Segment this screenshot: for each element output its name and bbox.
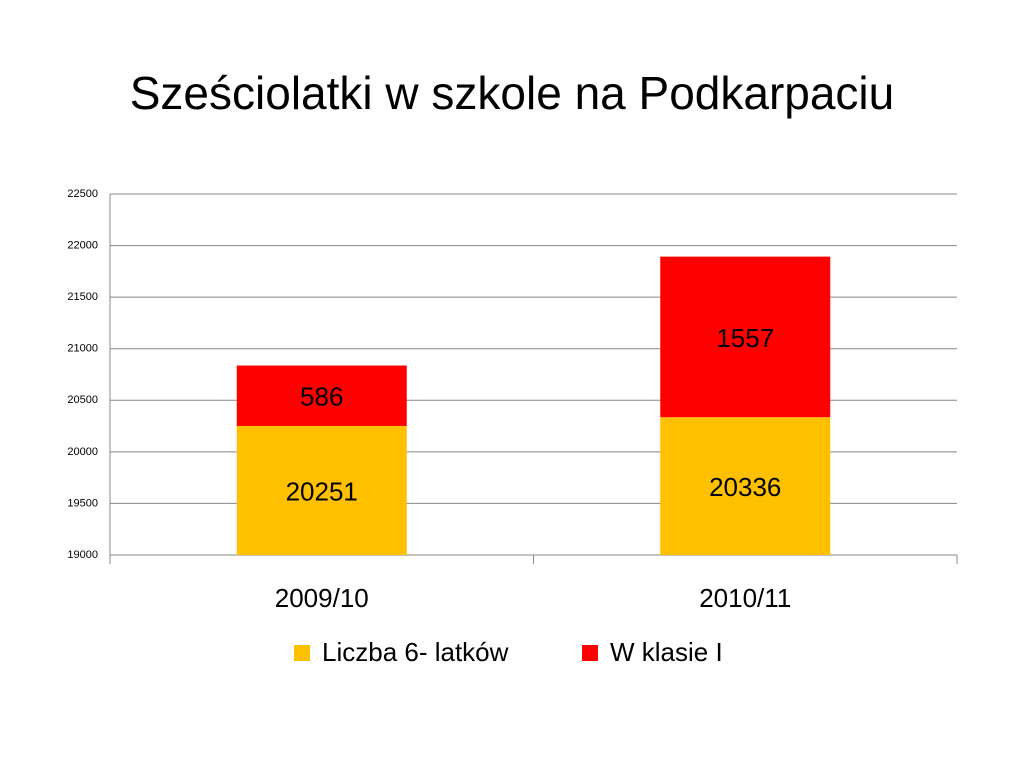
chart-title: Sześciolatki w szkole na Podkarpaciu bbox=[130, 67, 894, 119]
legend-swatch bbox=[294, 645, 310, 661]
bar-segment bbox=[660, 256, 831, 418]
data-label: 20336 bbox=[709, 472, 781, 502]
y-tick-label: 22000 bbox=[67, 239, 98, 251]
data-label: 20251 bbox=[286, 476, 358, 506]
data-label: 586 bbox=[300, 382, 343, 412]
bar-segment bbox=[236, 425, 407, 555]
y-tick-label: 22500 bbox=[67, 188, 98, 200]
bar-segment bbox=[660, 417, 831, 555]
bar-segment bbox=[236, 365, 407, 426]
legend-swatch bbox=[582, 645, 598, 661]
y-tick-label: 20000 bbox=[67, 446, 98, 458]
y-tick-label: 21000 bbox=[67, 343, 98, 355]
y-tick-label: 19500 bbox=[67, 497, 98, 509]
data-label: 1557 bbox=[716, 323, 774, 353]
y-tick-label: 19000 bbox=[67, 549, 98, 561]
y-tick-label: 20500 bbox=[67, 394, 98, 406]
x-tick-label: 2009/10 bbox=[275, 583, 369, 613]
y-tick-label: 21500 bbox=[67, 291, 98, 303]
legend-label: Liczba 6- latków bbox=[322, 637, 509, 667]
legend-label: W klasie I bbox=[610, 637, 723, 667]
x-tick-label: 2010/11 bbox=[699, 583, 791, 613]
